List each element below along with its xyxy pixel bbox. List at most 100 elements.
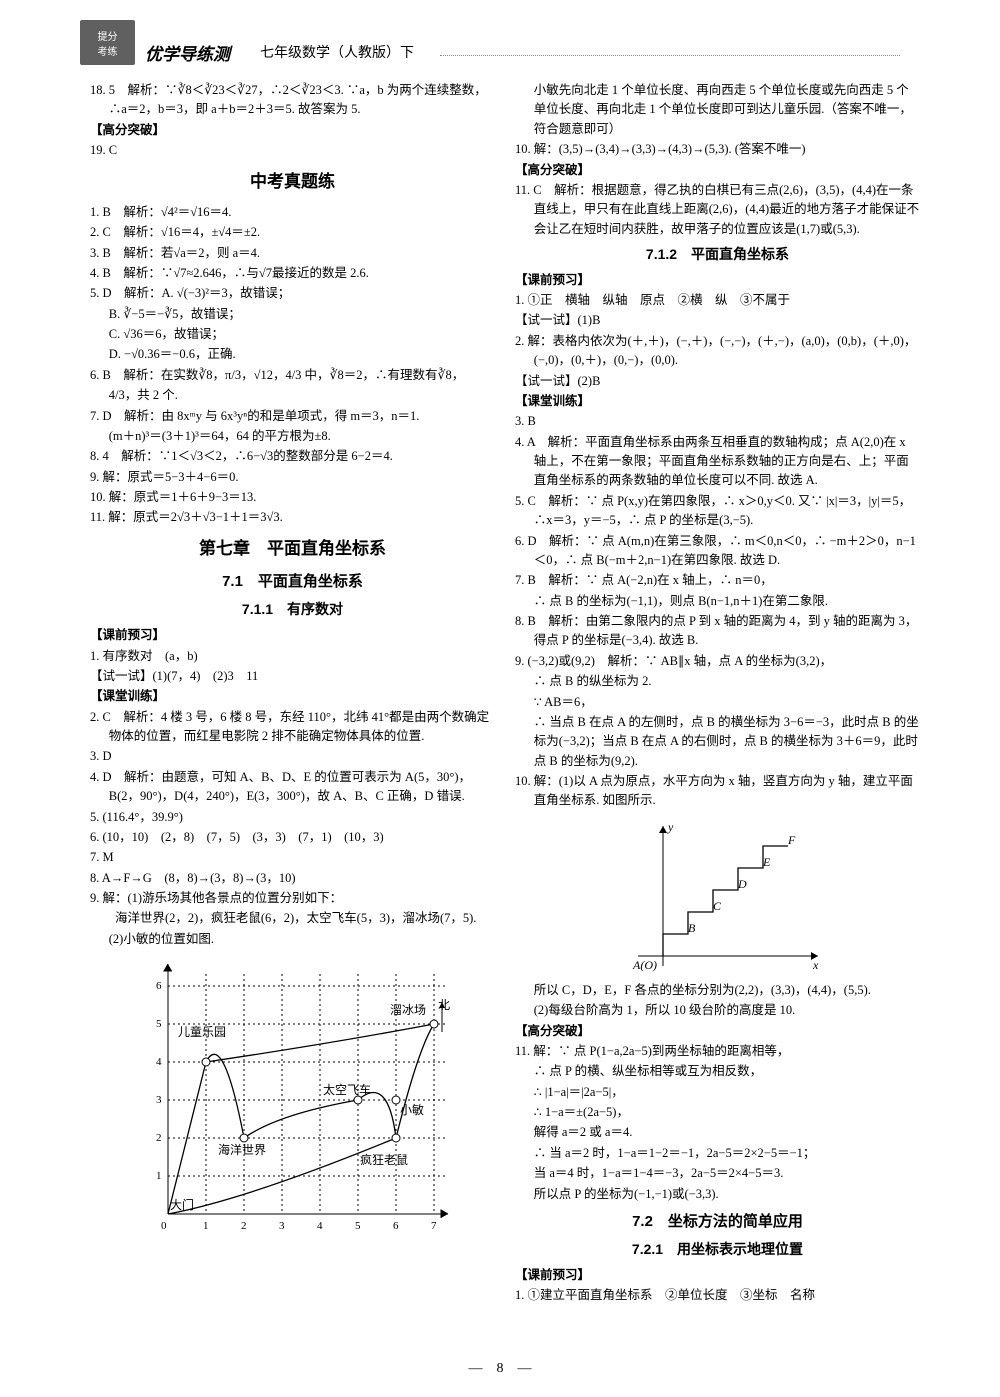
- label-taikong: 太空飞车: [323, 1082, 371, 1097]
- logo: 提分 考练: [80, 20, 135, 65]
- title-7-2: 7.2 坐标方法的简单应用: [515, 1210, 920, 1233]
- zk-8: 8. 4 解析：∵1＜√3＜2，∴6−√3的整数部分是 6−2＝4.: [90, 447, 495, 466]
- label-haiyang: 海洋世界: [218, 1142, 266, 1157]
- kq2-try2: 【试一试】(2)B: [515, 372, 920, 391]
- tag-gaofen: 【高分突破】: [90, 121, 495, 140]
- zk-1: 1. B 解析：√4²＝√16＝4.: [90, 203, 495, 222]
- lbl-D: D: [737, 877, 747, 891]
- kt-9-3: (2)小敏的位置如图.: [90, 930, 495, 949]
- r2-11d: ∴ 1−a＝±(2a−5)，: [515, 1103, 920, 1122]
- lbl-y: y: [667, 820, 674, 834]
- title-7-2-1: 7.2.1 用坐标表示地理位置: [515, 1239, 920, 1261]
- zk-5: 5. D 解析：A. √(−3)²＝3，故错误；: [90, 284, 495, 303]
- dotted-divider: [440, 55, 900, 56]
- header-title: 优学导练测: [145, 40, 230, 65]
- kt-6: 6. (10，10) (2，8) (7，5) (3，3) (7，1) (10，3…: [90, 828, 495, 847]
- svg-text:6: 6: [156, 980, 162, 992]
- kt2-5: 5. C 解析：∵ 点 P(x,y)在第四象限，∴ x＞0,y＜0. 又∵ |x…: [515, 492, 920, 531]
- kt2-9d: ∴ 当点 B 在点 A 的左侧时，点 B 的横坐标为 3−6＝−3，此时点 B …: [515, 713, 920, 771]
- title-chapter7: 第七章 平面直角坐标系: [90, 536, 495, 562]
- title-7-1-2: 7.1.2 平面直角坐标系: [515, 244, 920, 266]
- map-graph: 0 1234567 123456 溜冰场 北 儿童乐园 太空飞车 小: [128, 954, 458, 1244]
- title-7-1-1: 7.1.1 有序数对: [90, 599, 495, 621]
- zk-7b: (m＋n)³＝(3＋1)³＝64，64 的平方根为±8.: [90, 427, 495, 446]
- lbl-E: E: [762, 855, 771, 869]
- kt-9-2: 海洋世界(2，2)，疯狂老鼠(6，2)，太空飞车(5，3)，溜冰场(7，5).: [90, 909, 495, 928]
- r2-11: 11. 解：∵ 点 P(1−a,2a−5)到两坐标轴的距离相等，: [515, 1042, 920, 1061]
- kt-9-1: 9. 解：(1)游乐场其他各景点的位置分别如下：: [90, 889, 495, 908]
- r-11: 11. C 解析：根据题意，得乙执的白棋已有三点(2,6)，(3,5)，(4,4…: [515, 181, 920, 239]
- label-north: 北: [438, 998, 450, 1012]
- zk-6: 6. B 解析：在实数∛8，π/3，√12，4/3 中，∛8＝2，∴有理数有∛8…: [90, 366, 495, 385]
- svg-text:0: 0: [161, 1220, 167, 1232]
- kt2-7: 7. B 解析：∵ 点 A(−2,n)在 x 轴上，∴ n＝0，: [515, 571, 920, 590]
- svg-text:2: 2: [241, 1220, 247, 1232]
- kt2-10b: 所以 C，D，E，F 各点的坐标分别为(2,2)，(3,3)，(4,4)，(5,…: [515, 981, 920, 1000]
- kt-5: 5. (116.4°，39.9°): [90, 808, 495, 827]
- lbl-F: F: [787, 833, 796, 847]
- kt-8: 8. A→F→G (8，8)→(3，8)→(3，10): [90, 869, 495, 888]
- kt2-9: 9. (−3,2)或(9,2) 解析：∵ AB∥x 轴，点 A 的坐标为(3,2…: [515, 652, 920, 671]
- r2-11f: ∴ 当 a＝2 时，1−a＝1−2＝−1，2a−5＝2×2−5＝−1；: [515, 1144, 920, 1163]
- kt2-9c: ∵ AB＝6，: [515, 693, 920, 712]
- label-ertong: 儿童乐园: [178, 1024, 226, 1039]
- kt-7: 7. M: [90, 848, 495, 867]
- kq2-try1: 【试一试】(1)B: [515, 311, 920, 330]
- tag-gaofen2: 【高分突破】: [515, 1022, 920, 1041]
- kt2-8: 8. B 解析：由第二象限内的点 P 到 x 轴的距离为 4，到 y 轴的距离为…: [515, 612, 920, 651]
- kt2-10c: (2)每级台阶高为 1，所以 10 级台阶的高度是 10.: [515, 1001, 920, 1020]
- label-damen: 大门: [170, 1197, 194, 1212]
- r-continuation: 小敏先向北走 1 个单位长度、再向西走 5 个单位长度或先向西走 5 个单位长度…: [515, 81, 920, 139]
- kq-try: 【试一试】(1)(7，4) (2)3 11: [90, 667, 495, 686]
- kq2-2: 2. 解：表格内依次为(＋,＋)，(−,＋)，(−,−)，(＋,−)，(a,0)…: [515, 332, 920, 371]
- tag-keqian2: 【课前预习】: [515, 271, 920, 290]
- kt2-7b: ∴ 点 B 的坐标为(−1,1)，则点 B(n−1,n＋1)在第二象限.: [515, 592, 920, 611]
- kt2-9b: ∴ 点 B 的纵坐标为 2.: [515, 672, 920, 691]
- tag-ketang: 【课堂训练】: [90, 687, 495, 706]
- svg-text:4: 4: [317, 1220, 323, 1232]
- label-xiaomin: 小敏: [400, 1102, 424, 1117]
- lbl-B: B: [688, 921, 696, 935]
- label-liubing: 溜冰场: [390, 1002, 426, 1017]
- logo-text-bottom: 考练: [98, 43, 118, 58]
- zk-11: 11. 解：原式＝2√3＋√3−1＋1＝3√3.: [90, 508, 495, 527]
- r2-11c: ∴ |1−a|＝|2a−5|，: [515, 1083, 920, 1102]
- zk-5c: C. √36＝6，故错误；: [90, 325, 495, 344]
- two-column-body: 18. 5 解析：∵∛8＜∛23＜∛27，∴2＜∛23＜3. ∵a，b 为两个连…: [0, 70, 1000, 1307]
- svg-text:4: 4: [156, 1056, 162, 1068]
- zk-4: 4. B 解析：∵√7≈2.646，∴与√7最接近的数是 2.6.: [90, 264, 495, 283]
- zk-2: 2. C 解析：√16＝4，±√4＝±2.: [90, 223, 495, 242]
- svg-text:6: 6: [393, 1220, 399, 1232]
- item-19: 19. C: [90, 141, 495, 160]
- item-18: 18. 5 解析：∵∛8＜∛23＜∛27，∴2＜∛23＜3. ∵a，b 为两个连…: [90, 81, 495, 120]
- stair-graph: F E D C B A(O) x y: [608, 816, 828, 976]
- svg-text:5: 5: [355, 1220, 361, 1232]
- zk-5d: D. −√0.36＝−0.6，正确.: [90, 345, 495, 364]
- kq3-1: 1. ①建立平面直角坐标系 ②单位长度 ③坐标 名称: [515, 1286, 920, 1305]
- zk-10: 10. 解：原式＝1＋6＋9−3＝13.: [90, 488, 495, 507]
- kt-2: 2. C 解析：4 楼 3 号，6 楼 8 号，东经 110°，北纬 41°都是…: [90, 708, 495, 747]
- zk-9: 9. 解：原式＝5−3＋4−6＝0.: [90, 468, 495, 487]
- r2-11g: 当 a＝4 时，1−a＝1−4＝−3，2a−5＝2×4−5＝3.: [515, 1164, 920, 1183]
- zk-5b: B. ∛−5＝−∛5，故错误；: [90, 305, 495, 324]
- kq-1: 1. 有序数对 (a，b): [90, 647, 495, 666]
- right-column: 小敏先向北走 1 个单位长度、再向西走 5 个单位长度或先向西走 5 个单位长度…: [515, 80, 920, 1307]
- lbl-AO: A(O): [632, 958, 657, 972]
- label-fengkuang: 疯狂老鼠: [360, 1152, 408, 1167]
- lbl-x: x: [812, 958, 819, 972]
- r2-11b: ∴ 点 P 的横、纵坐标相等或互为相反数，: [515, 1062, 920, 1081]
- tag-ketang2: 【课堂训练】: [515, 392, 920, 411]
- kt2-3: 3. B: [515, 412, 920, 431]
- r-10: 10. 解：(3,5)→(3,4)→(3,3)→(4,3)→(5,3). (答案…: [515, 140, 920, 159]
- tag-keqian3: 【课前预习】: [515, 1266, 920, 1285]
- kt-3: 3. D: [90, 747, 495, 766]
- page-number: — 8 —: [0, 1357, 1000, 1377]
- r2-11e: 解得 a＝2 或 a＝4.: [515, 1123, 920, 1142]
- svg-text:7: 7: [431, 1220, 437, 1232]
- lbl-C: C: [713, 899, 722, 913]
- svg-text:1: 1: [156, 1170, 162, 1182]
- header-subtitle: 七年级数学（人教版）下: [260, 42, 414, 62]
- tag-keqian: 【课前预习】: [90, 626, 495, 645]
- r2-11h: 所以点 P 的坐标为(−1,−1)或(−3,3).: [515, 1185, 920, 1204]
- left-column: 18. 5 解析：∵∛8＜∛23＜∛27，∴2＜∛23＜3. ∵a，b 为两个连…: [90, 80, 495, 1307]
